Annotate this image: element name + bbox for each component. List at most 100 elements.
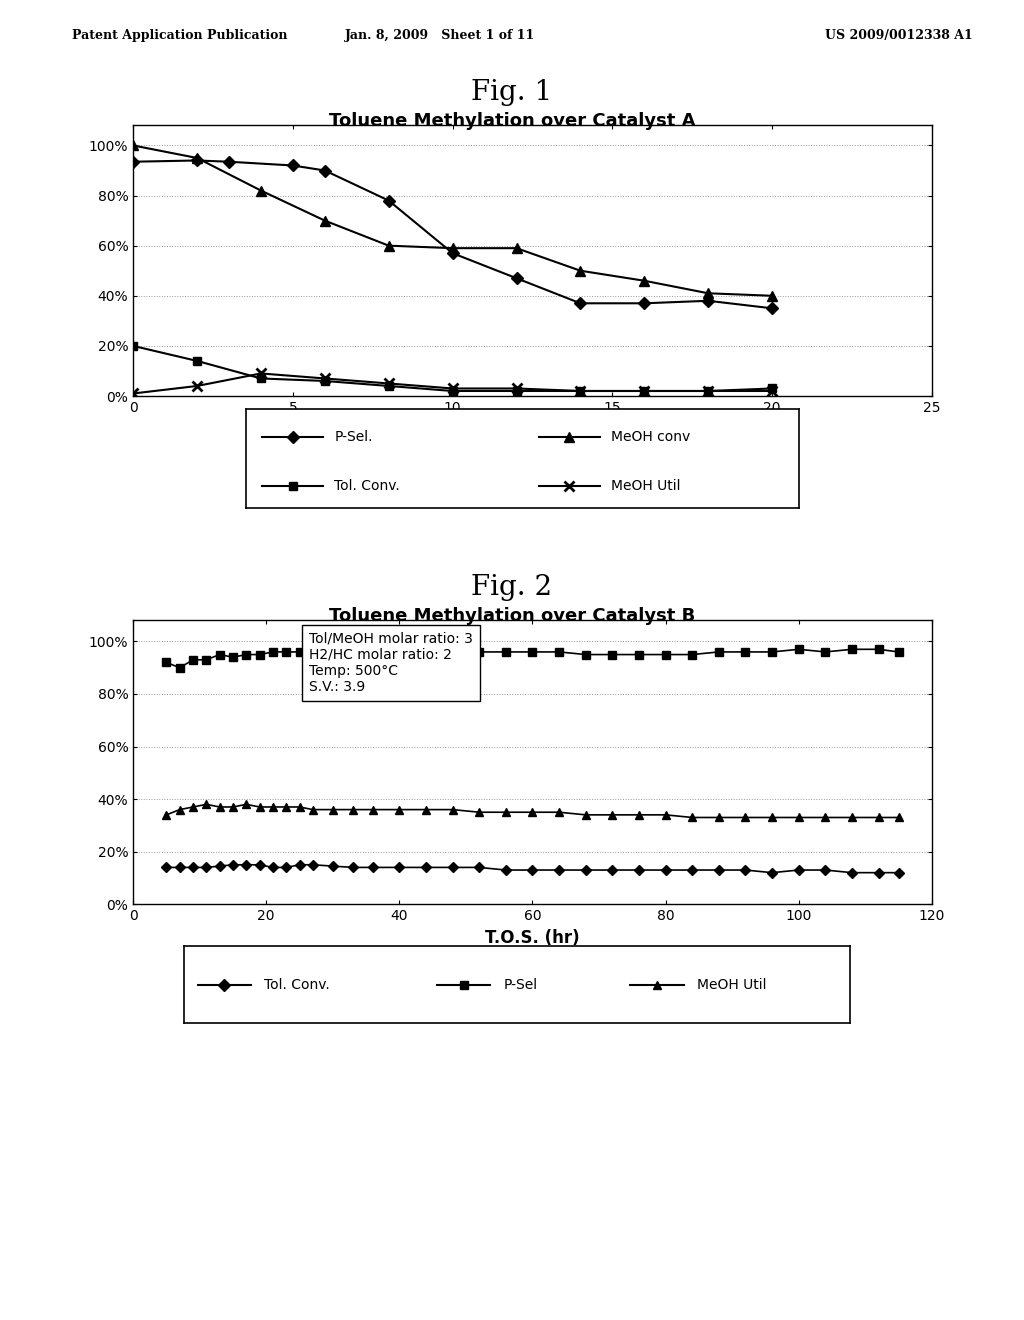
P-Sel <box>473 644 485 660</box>
Tol. Conv. <box>892 865 905 880</box>
Tol. Conv. <box>633 862 645 878</box>
P-Sel <box>686 647 698 663</box>
P-Sel <box>173 660 186 676</box>
Tol. Conv. <box>553 862 565 878</box>
Tol. Conv. <box>702 383 715 399</box>
MeOH Util <box>638 383 650 399</box>
MeOH Util <box>473 804 485 820</box>
P-Sel. <box>574 296 587 312</box>
Tol. Conv. <box>280 859 293 875</box>
MeOH Util <box>240 796 252 812</box>
MeOH Util <box>201 796 213 812</box>
Line: MeOH conv: MeOH conv <box>128 141 777 301</box>
Text: P-Sel: P-Sel <box>504 978 538 991</box>
Line: Tol. Conv.: Tol. Conv. <box>163 862 902 876</box>
Tol. Conv. <box>686 862 698 878</box>
P-Sel <box>606 647 618 663</box>
Tol. Conv. <box>213 858 225 874</box>
MeOH Util <box>173 801 186 817</box>
P-Sel. <box>383 193 395 209</box>
P-Sel. <box>638 296 650 312</box>
Tol. Conv. <box>819 862 831 878</box>
MeOH Util <box>266 799 279 814</box>
Tol. Conv. <box>739 862 752 878</box>
MeOH Util <box>420 801 432 817</box>
Tol. Conv. <box>266 859 279 875</box>
Line: P-Sel: P-Sel <box>162 645 903 672</box>
MeOH Util <box>346 801 359 817</box>
P-Sel <box>659 647 672 663</box>
MeOH Util <box>633 807 645 822</box>
MeOH Util <box>307 801 319 817</box>
Line: P-Sel.: P-Sel. <box>129 156 776 313</box>
P-Sel <box>266 644 279 660</box>
MeOH Util <box>383 376 395 392</box>
P-Sel <box>420 642 432 657</box>
MeOH Util <box>846 809 858 825</box>
X-axis label: T.O.S. (hr): T.O.S. (hr) <box>485 420 580 438</box>
Text: MeOH conv: MeOH conv <box>610 430 690 444</box>
Tol. Conv. <box>659 862 672 878</box>
Text: P-Sel.: P-Sel. <box>334 430 373 444</box>
P-Sel. <box>190 153 203 169</box>
MeOH Util <box>367 801 379 817</box>
P-Sel <box>793 642 805 657</box>
Tol. Conv. <box>766 380 778 396</box>
MeOH Util <box>819 809 831 825</box>
P-Sel <box>633 647 645 663</box>
MeOH Util <box>446 380 459 396</box>
Text: MeOH Util: MeOH Util <box>610 479 680 494</box>
P-Sel <box>846 642 858 657</box>
MeOH Util <box>446 801 459 817</box>
P-Sel <box>446 642 459 657</box>
P-Sel <box>819 644 831 660</box>
MeOH Util <box>766 383 778 399</box>
Line: MeOH Util: MeOH Util <box>162 800 903 821</box>
Tol. Conv. <box>872 865 885 880</box>
P-Sel. <box>446 246 459 261</box>
MeOH conv <box>574 263 587 279</box>
MeOH Util <box>393 801 406 817</box>
P-Sel. <box>766 301 778 317</box>
Tol. Conv. <box>255 371 267 387</box>
MeOH Util <box>739 809 752 825</box>
P-Sel <box>293 644 305 660</box>
MeOH conv <box>766 288 778 304</box>
P-Sel. <box>318 162 331 178</box>
Tol. Conv. <box>226 857 239 873</box>
Tol. Conv. <box>346 859 359 875</box>
MeOH Util <box>280 799 293 814</box>
MeOH Util <box>686 809 698 825</box>
Tol. Conv. <box>574 383 587 399</box>
MeOH conv <box>638 273 650 289</box>
P-Sel <box>580 647 592 663</box>
Tol. Conv. <box>606 862 618 878</box>
P-Sel <box>280 644 293 660</box>
P-Sel <box>346 644 359 660</box>
MeOH Util <box>574 383 587 399</box>
P-Sel <box>213 647 225 663</box>
Tol. Conv. <box>713 862 725 878</box>
Text: Tol. Conv.: Tol. Conv. <box>334 479 400 494</box>
MeOH conv <box>446 240 459 256</box>
X-axis label: T.O.S. (hr): T.O.S. (hr) <box>485 928 580 946</box>
Tol. Conv. <box>201 859 213 875</box>
Tol. Conv. <box>383 378 395 393</box>
MeOH Util <box>872 809 885 825</box>
Tol. Conv. <box>327 858 339 874</box>
Text: Toluene Methylation over Catalyst B: Toluene Methylation over Catalyst B <box>329 607 695 626</box>
P-Sel <box>766 644 778 660</box>
Tol. Conv. <box>580 862 592 878</box>
Tol. Conv. <box>254 857 266 873</box>
Tol. Conv. <box>446 383 459 399</box>
Text: Tol/MeOH molar ratio: 3
H2/HC molar ratio: 2
Temp: 500°C
S.V.: 3.9: Tol/MeOH molar ratio: 3 H2/HC molar rati… <box>309 632 473 694</box>
P-Sel <box>327 644 339 660</box>
P-Sel <box>160 655 172 671</box>
P-Sel <box>500 644 512 660</box>
MeOH conv <box>255 182 267 198</box>
MeOH Util <box>553 804 565 820</box>
Tol. Conv. <box>638 383 650 399</box>
Tol. Conv. <box>307 857 319 873</box>
MeOH Util <box>793 809 805 825</box>
MeOH Util <box>713 809 725 825</box>
